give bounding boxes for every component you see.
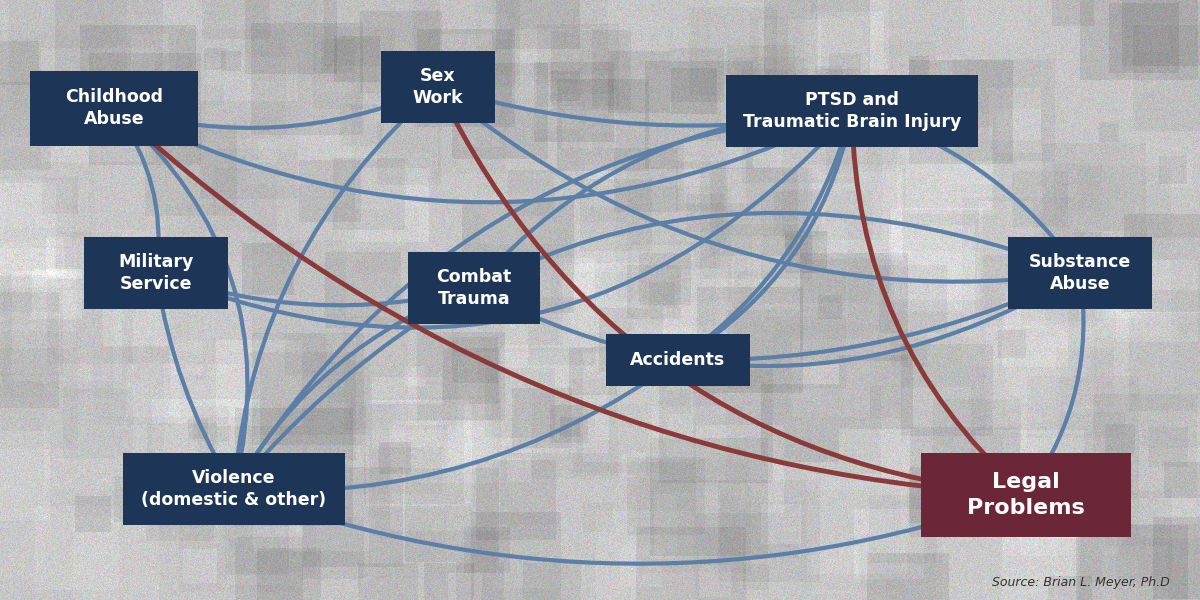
FancyBboxPatch shape bbox=[84, 237, 228, 309]
FancyBboxPatch shape bbox=[124, 453, 346, 525]
FancyBboxPatch shape bbox=[606, 334, 750, 386]
FancyBboxPatch shape bbox=[726, 75, 978, 147]
Text: Childhood
Abuse: Childhood Abuse bbox=[65, 88, 163, 128]
Text: PTSD and
Traumatic Brain Injury: PTSD and Traumatic Brain Injury bbox=[743, 91, 961, 131]
Text: Sex
Work: Sex Work bbox=[413, 67, 463, 107]
FancyBboxPatch shape bbox=[1008, 237, 1152, 309]
FancyBboxPatch shape bbox=[408, 252, 540, 324]
Text: Substance
Abuse: Substance Abuse bbox=[1028, 253, 1132, 293]
Text: Military
Service: Military Service bbox=[119, 253, 193, 293]
FancyBboxPatch shape bbox=[382, 51, 496, 123]
Text: Source: Brian L. Meyer, Ph.D: Source: Brian L. Meyer, Ph.D bbox=[992, 576, 1170, 589]
FancyBboxPatch shape bbox=[922, 453, 1132, 537]
FancyBboxPatch shape bbox=[30, 70, 198, 146]
Text: Accidents: Accidents bbox=[630, 351, 726, 369]
Text: Combat
Trauma: Combat Trauma bbox=[437, 268, 511, 308]
Text: Legal
Problems: Legal Problems bbox=[967, 472, 1085, 518]
Text: Violence
(domestic & other): Violence (domestic & other) bbox=[142, 469, 326, 509]
